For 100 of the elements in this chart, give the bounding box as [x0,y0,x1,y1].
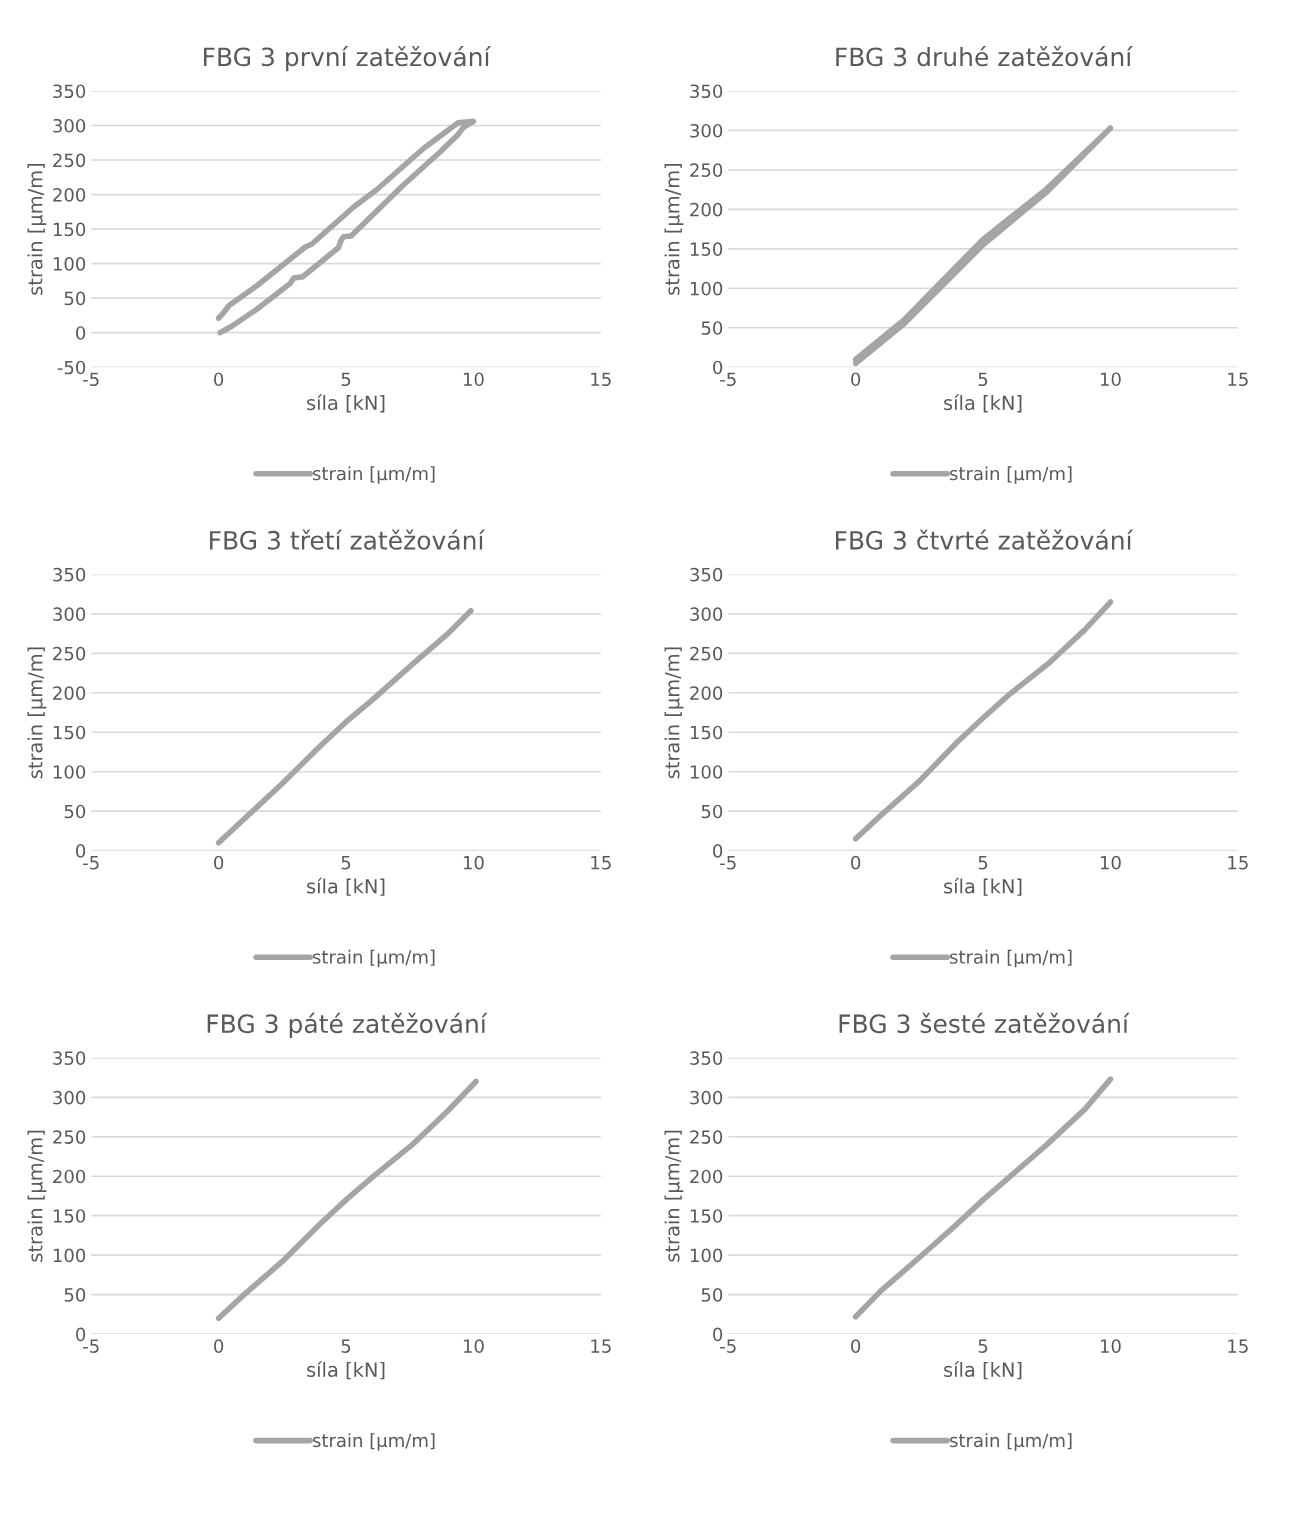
y-tick-label: 350 [53,84,86,99]
y-tick-label: 150 [690,1209,723,1223]
y-tick-label: 250 [690,646,723,661]
y-tick-label: 350 [53,567,86,582]
y-tick-label: 0 [76,844,86,858]
y-tick-label: 350 [53,1051,86,1065]
y-axis-title: strain [µm/m] [27,163,47,295]
legend-label: strain [µm/m] [312,466,435,484]
chart-title: FBG 3 páté zatěžování [207,1012,488,1039]
y-tick-label: 300 [690,607,723,621]
y-axis-title: strain [µm/m] [27,647,47,779]
y-tick-label: 50 [701,804,723,819]
y-tick-label: 100 [690,281,723,296]
y-tick-label: 300 [53,118,86,133]
legend-label: strain [µm/m] [950,1433,1072,1451]
y-tick-label: -50 [57,360,86,375]
x-tick-label: 15 [591,1339,611,1353]
x-tick-label: 0 [851,1339,861,1353]
x-tick-label: 10 [1100,855,1121,870]
y-tick-label: 250 [53,646,86,661]
y-tick-label: 200 [53,188,86,202]
x-tick-label: -5 [720,372,736,387]
chart-title: FBG 3 čtvrté zatěžování [836,529,1134,550]
y-tick-label: 0 [713,360,723,375]
x-tick-label: 10 [1100,1339,1121,1353]
legend-label: strain [µm/m] [950,949,1072,968]
y-tick-label: 300 [690,1090,723,1105]
legend-label: strain [µm/m] [312,1433,435,1451]
y-tick-label: 0 [76,1327,86,1342]
y-tick-label: 150 [53,1209,86,1223]
y-tick-label: 200 [690,686,723,700]
y-tick-label: 200 [53,1169,86,1184]
x-axis-title: síla [kN] [307,877,385,896]
y-tick-label: 150 [690,242,723,256]
y-tick-label: 200 [53,686,86,700]
y-tick-label: 350 [690,84,723,99]
x-tick-label: -5 [83,1339,99,1353]
y-tick-label: 250 [53,153,86,168]
y-axis-title: strain [µm/m] [664,163,684,295]
y-tick-label: 150 [690,725,723,740]
x-axis-title: síla [kN] [944,394,1022,413]
x-axis-title: síla [kN] [944,1361,1022,1380]
legend-label: strain [µm/m] [950,466,1072,484]
y-tick-label: 100 [690,765,723,779]
y-tick-label: 100 [690,1248,723,1263]
x-tick-label: 0 [214,1339,224,1353]
y-tick-label: 250 [690,163,723,177]
x-tick-label: 15 [1228,856,1248,870]
x-tick-label: -5 [83,856,99,870]
x-tick-label: -5 [720,856,736,870]
y-tick-label: 50 [64,291,86,306]
x-tick-label: 5 [341,1339,351,1353]
y-tick-label: 200 [690,1169,723,1184]
x-tick-label: 5 [978,1339,988,1353]
y-tick-label: 100 [53,765,86,779]
x-tick-label: 0 [214,855,224,870]
y-tick-label: 50 [64,804,86,819]
x-tick-label: 5 [978,856,988,870]
y-tick-label: 100 [53,1248,86,1263]
x-tick-label: 0 [851,855,861,870]
y-tick-label: 0 [713,844,723,858]
y-tick-label: 350 [690,1051,723,1065]
y-tick-label: 300 [690,123,723,138]
y-axis-title: strain [µm/m] [27,1130,47,1262]
chart-title: FBG 3 třetí zatěžování [210,529,486,550]
x-axis-title: síla [kN] [307,1361,385,1380]
legend-label: strain [µm/m] [312,949,435,968]
chart-title: FBG 3 první zatěžování [204,45,492,72]
x-axis-title: síla [kN] [944,877,1022,896]
y-tick-label: 100 [53,257,86,271]
x-tick-label: 10 [463,855,484,870]
y-tick-label: 0 [76,326,86,340]
y-tick-label: 50 [701,321,723,335]
y-tick-label: 300 [53,607,86,621]
x-tick-label: 15 [591,856,611,870]
x-tick-label: 10 [1100,372,1121,387]
y-tick-label: 50 [701,1288,723,1302]
x-tick-label: 15 [1228,372,1248,387]
x-tick-label: 10 [463,372,484,387]
y-tick-label: 250 [690,1130,723,1144]
x-tick-label: -5 [83,372,99,387]
x-tick-label: 15 [591,372,611,387]
y-tick-label: 350 [690,567,723,582]
x-tick-label: 5 [978,372,988,387]
y-axis-title: strain [µm/m] [664,647,684,779]
x-tick-label: 15 [1228,1339,1248,1353]
x-tick-label: 5 [341,856,351,870]
y-tick-label: 300 [53,1090,86,1105]
chart-title: FBG 3 šesté zatěžování [839,1012,1130,1034]
y-tick-label: 200 [690,202,723,217]
x-tick-label: 5 [341,372,351,387]
y-tick-label: 0 [713,1327,723,1342]
y-tick-label: 250 [53,1130,86,1144]
y-tick-label: 50 [64,1288,86,1302]
x-tick-label: 0 [851,372,861,387]
x-tick-label: 10 [463,1339,484,1353]
x-tick-label: -5 [720,1339,736,1353]
y-axis-title: strain [µm/m] [664,1130,684,1262]
chart-title: FBG 3 druhé zatěžování [836,45,1133,67]
x-axis-title: síla [kN] [307,394,385,413]
